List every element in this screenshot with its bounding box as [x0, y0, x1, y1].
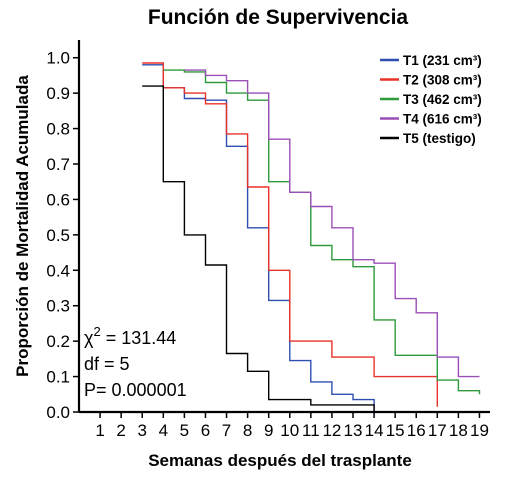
y-tick-label: 0.7 — [46, 155, 70, 174]
x-tick-label: 17 — [428, 421, 447, 440]
x-tick-label: 1 — [95, 421, 104, 440]
chi-square-stat: χ2 = 131.44 — [84, 324, 176, 348]
y-tick-label: 0.2 — [46, 332, 70, 351]
y-tick-label: 0.4 — [46, 261, 70, 280]
x-ticks: 1 2 3 4 5 6 7 8 9 10 11 12 13 14 15 16 17 18 19 — [95, 412, 489, 440]
x-tick-label: 2 — [116, 421, 125, 440]
statistics-annotation: χ2 = 131.44 df = 5 P= 0.000001 — [84, 324, 187, 400]
x-tick-label: 8 — [243, 421, 252, 440]
x-tick-label: 18 — [449, 421, 468, 440]
x-tick-label: 16 — [407, 421, 426, 440]
legend-label-2: T2 (308 cm³) — [403, 73, 482, 88]
chi-value: = 131.44 — [101, 328, 177, 348]
y-tick-label: 1.0 — [46, 49, 70, 68]
y-tick-label: 0.5 — [46, 226, 70, 245]
legend-label-4: T4 (616 cm³) — [403, 112, 482, 127]
x-tick-label: 19 — [470, 421, 489, 440]
series-line-2 — [142, 62, 438, 407]
x-tick-label: 3 — [137, 421, 146, 440]
y-tick-label: 0.8 — [46, 120, 70, 139]
y-tick-label: 0.6 — [46, 190, 70, 209]
y-axis-title: Proporción de Mortalidad Acumulada — [13, 75, 32, 377]
legend-label-5: T5 (testigo) — [403, 131, 476, 146]
p-value-stat: P= 0.000001 — [84, 380, 187, 400]
series-line-5 — [142, 85, 375, 412]
x-tick-label: 9 — [264, 421, 273, 440]
chart-title: Función de Supervivencia — [148, 6, 409, 29]
plot-area — [77, 40, 490, 414]
legend-label-3: T3 (462 cm³) — [403, 92, 482, 107]
y-tick-label: 0.9 — [46, 84, 70, 103]
x-tick-label: 6 — [201, 421, 210, 440]
chi-symbol: χ — [84, 328, 94, 348]
x-axis-title: Semanas después del trasplante — [148, 451, 412, 470]
series-line-1 — [142, 64, 375, 412]
y-tick-label: 0.1 — [46, 368, 70, 387]
x-tick-label: 5 — [180, 421, 189, 440]
legend-label-1: T1 (231 cm³) — [403, 53, 482, 68]
legend: T1 (231 cm³) T2 (308 cm³) T3 (462 cm³) T4 (… — [380, 53, 482, 146]
x-tick-label: 10 — [280, 421, 299, 440]
x-tick-label: 11 — [302, 421, 320, 440]
series-line-3 — [163, 69, 481, 395]
y-tick-label: 0.0 — [46, 403, 70, 422]
df-stat: df = 5 — [84, 354, 130, 374]
y-tick-label: 0.3 — [46, 297, 70, 316]
x-tick-label: 12 — [322, 421, 341, 440]
x-tick-label: 7 — [222, 421, 231, 440]
x-tick-label: 14 — [365, 421, 384, 440]
chi-superscript: 2 — [93, 324, 100, 339]
x-tick-label: 15 — [386, 421, 405, 440]
series-lines — [142, 62, 481, 412]
series-line-4 — [184, 69, 480, 378]
x-tick-label: 13 — [344, 421, 363, 440]
y-ticks: 0.0 0.1 0.2 0.3 0.4 0.5 0.6 0.7 0.8 0.9 1.0 — [46, 49, 79, 422]
x-tick-label: 4 — [159, 421, 168, 440]
